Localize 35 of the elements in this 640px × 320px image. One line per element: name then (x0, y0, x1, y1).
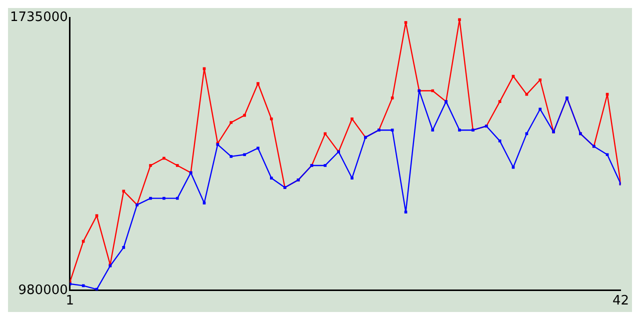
point (498, 100, 502, 103)
point (149, 196, 152, 200)
point (404, 210, 408, 214)
point (122, 190, 126, 193)
point (350, 176, 354, 180)
point (606, 153, 609, 156)
y-tick-label: 980000 (18, 282, 68, 298)
x-tick-label: 1 (66, 294, 74, 309)
point (243, 114, 246, 117)
point (122, 246, 126, 249)
point (230, 155, 233, 158)
point (202, 202, 206, 204)
point (162, 196, 166, 200)
point (162, 156, 166, 160)
point (498, 140, 502, 142)
point (230, 121, 233, 124)
point (390, 128, 394, 132)
point (525, 92, 528, 96)
point (243, 153, 246, 156)
point (538, 78, 542, 82)
point (431, 89, 434, 92)
point (538, 108, 542, 111)
point (176, 164, 179, 167)
point (324, 132, 327, 136)
point (256, 146, 260, 150)
point (270, 176, 273, 180)
point (431, 128, 434, 132)
y-tick-label: 1735000 (10, 10, 68, 26)
point (404, 21, 408, 24)
point (176, 196, 179, 200)
point (324, 164, 327, 167)
point (390, 96, 394, 100)
point (95, 214, 98, 218)
point (606, 92, 609, 96)
x-tick-label: 42 (612, 294, 629, 309)
